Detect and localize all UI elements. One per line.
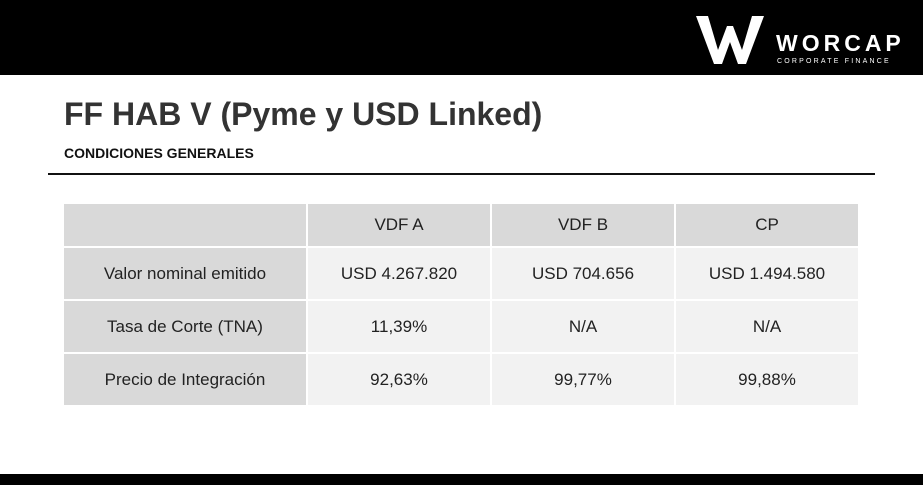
logo-mark xyxy=(696,16,764,64)
table-cell: USD 4.267.820 xyxy=(308,248,490,299)
table-cell: 99,88% xyxy=(676,354,858,405)
subtitle: CONDICIONES GENERALES xyxy=(64,145,254,161)
table-row: Precio de Integración 92,63% 99,77% 99,88% xyxy=(64,354,858,405)
row-label: Valor nominal emitido xyxy=(64,248,306,299)
table-row: Tasa de Corte (TNA) 11,39% N/A N/A xyxy=(64,301,858,352)
row-label: Tasa de Corte (TNA) xyxy=(64,301,306,352)
header-bar: WORCAP CORPORATE FINANCE xyxy=(0,0,923,75)
table-cell: N/A xyxy=(492,301,674,352)
header-row: VDF A VDF B CP xyxy=(64,204,858,246)
column-header: VDF A xyxy=(308,204,490,246)
conditions-table: VDF A VDF B CP Valor nominal emitido USD 4.2… xyxy=(62,202,860,407)
footer-bar xyxy=(0,474,923,485)
table-row: Valor nominal emitido USD 4.267.820 USD 70… xyxy=(64,248,858,299)
table-cell: USD 1.494.580 xyxy=(676,248,858,299)
row-label: Precio de Integración xyxy=(64,354,306,405)
table-cell: 92,63% xyxy=(308,354,490,405)
table-cell: USD 704.656 xyxy=(492,248,674,299)
column-header: VDF B xyxy=(492,204,674,246)
table-cell: N/A xyxy=(676,301,858,352)
divider xyxy=(48,173,875,175)
title: FF HAB V (Pyme y USD Linked) xyxy=(64,96,543,132)
logo-subtitle: CORPORATE FINANCE xyxy=(777,58,891,65)
table-cell: 11,39% xyxy=(308,301,490,352)
column-header: CP xyxy=(676,204,858,246)
table-cell: 99,77% xyxy=(492,354,674,405)
logo-text: WORCAP xyxy=(776,30,905,56)
corner-cell xyxy=(64,204,306,246)
